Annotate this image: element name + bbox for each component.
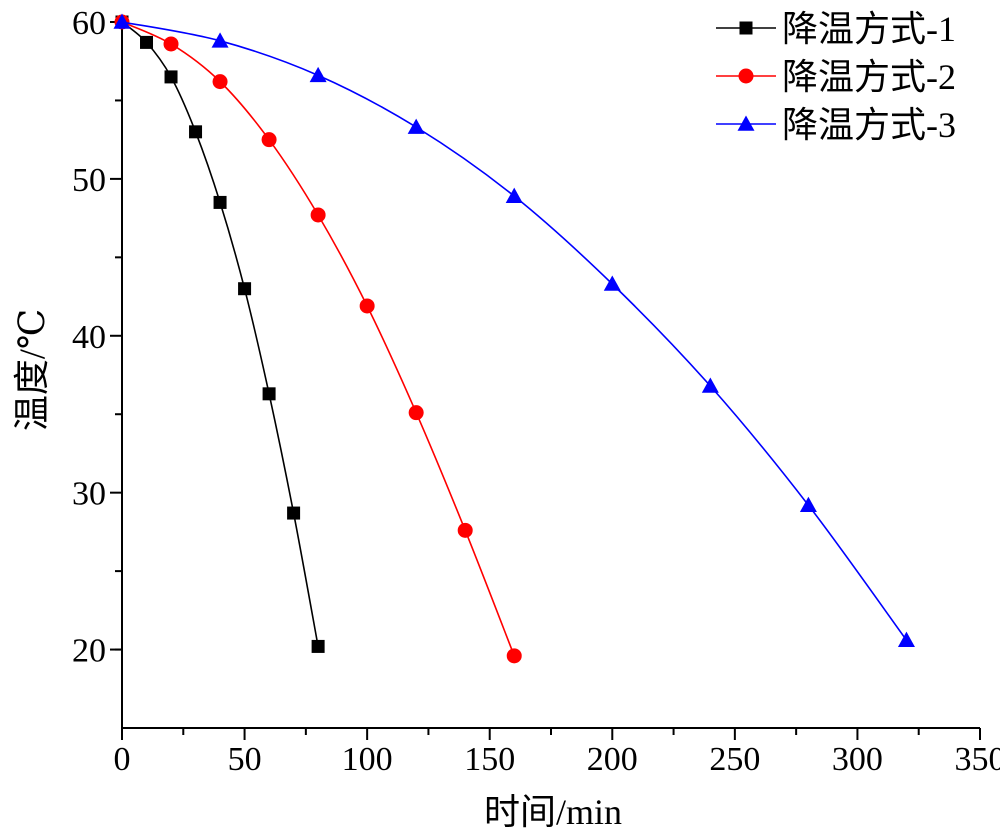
legend-label: 降温方式-2 <box>782 57 956 97</box>
series-3-point <box>407 118 425 134</box>
y-tick-label: 20 <box>72 633 106 670</box>
series-2-point <box>506 648 522 664</box>
x-tick-label: 200 <box>587 741 638 778</box>
series-3-point <box>701 377 719 393</box>
series-1-point <box>311 639 325 653</box>
series-1-point <box>189 125 203 139</box>
series-layer <box>113 13 915 664</box>
series-3-line <box>121 21 908 641</box>
series-1-line <box>121 21 319 647</box>
series-2-point <box>457 522 473 538</box>
series-3-point <box>113 13 131 29</box>
series-3-point <box>603 275 621 291</box>
series-2-point <box>163 36 179 52</box>
y-tick-label: 40 <box>72 319 106 356</box>
y-tick-label: 60 <box>72 5 106 42</box>
y-tick-label: 50 <box>72 162 106 199</box>
x-tick-label: 250 <box>709 741 760 778</box>
x-tick-label: 350 <box>955 741 1000 778</box>
y-axis-title: 温度/℃ <box>12 309 52 431</box>
legend-item-3: 降温方式-3 <box>716 105 956 145</box>
x-tick-label: 150 <box>464 741 515 778</box>
legend-label: 降温方式-1 <box>782 9 956 49</box>
series-3-point <box>211 32 229 48</box>
legend-marker <box>739 21 753 35</box>
series-1-point <box>164 70 178 84</box>
series-2-line <box>121 21 515 657</box>
series-2 <box>114 14 522 664</box>
legend-label: 降温方式-3 <box>782 105 956 145</box>
x-tick-label: 100 <box>342 741 393 778</box>
series-1-point <box>287 506 301 520</box>
x-tick-label: 50 <box>228 741 262 778</box>
series-2-point <box>310 207 326 223</box>
series-1-point <box>238 282 252 296</box>
series-3-point <box>799 496 817 513</box>
legend-item-2: 降温方式-2 <box>716 57 956 97</box>
series-2-point <box>261 132 277 148</box>
legend-marker <box>737 115 755 131</box>
series-3-point <box>897 631 915 647</box>
series-1 <box>115 15 325 653</box>
series-2-point <box>212 74 228 90</box>
series-3-point <box>309 66 327 83</box>
series-2-point <box>359 298 375 314</box>
x-tick-label: 300 <box>832 741 883 778</box>
y-tick-label: 30 <box>72 476 106 513</box>
series-1-point <box>262 387 276 401</box>
x-axis-title: 时间/min <box>484 792 622 832</box>
series-1-point <box>213 195 227 209</box>
series-1-point <box>140 35 154 49</box>
series-2-point <box>408 405 424 421</box>
legend: 降温方式-1 降温方式-2 降温方式-3 <box>716 9 956 145</box>
axes: 0 50 100 150 200 250 300 350 20 30 40 50 60 <box>72 5 1000 778</box>
x-tick-label: 0 <box>114 741 131 778</box>
legend-item-1: 降温方式-1 <box>716 9 956 49</box>
series-3-point <box>505 187 523 203</box>
legend-marker <box>738 68 754 84</box>
series-3 <box>113 13 915 647</box>
